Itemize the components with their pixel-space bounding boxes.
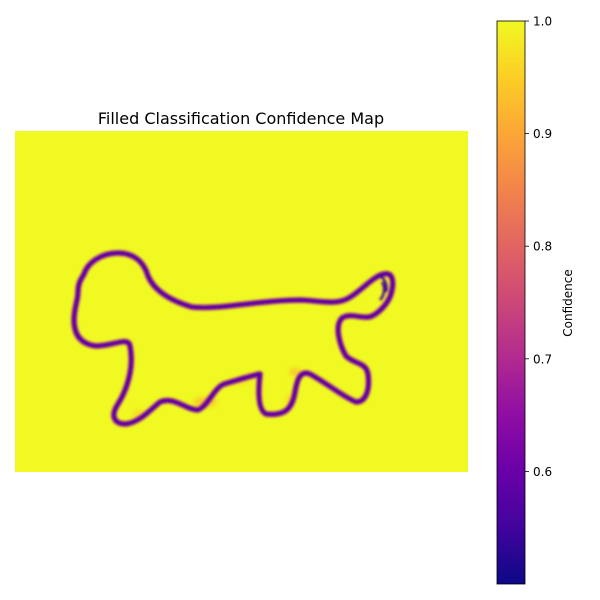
heatmap-background bbox=[15, 131, 468, 472]
colorbar: 1.0 0.9 0.8 0.7 0.6 Confidence bbox=[496, 15, 575, 585]
colorbar-tick-label: 0.7 bbox=[533, 352, 552, 366]
chart-title: Filled Classification Confidence Map bbox=[98, 109, 384, 128]
decision-boundary bbox=[71, 250, 396, 427]
colorbar-gradient bbox=[496, 20, 526, 585]
boundary-core bbox=[72, 251, 394, 426]
colorbar-ticks: 1.0 0.9 0.8 0.7 0.6 bbox=[525, 15, 552, 479]
tail-tuft bbox=[377, 272, 388, 301]
colorbar-label: Confidence bbox=[561, 269, 575, 336]
colorbar-tick-label: 0.6 bbox=[533, 465, 552, 479]
heatmap-area bbox=[15, 131, 468, 472]
haze-patch bbox=[289, 368, 301, 376]
colorbar-tick-label: 0.9 bbox=[533, 127, 552, 141]
colorbar-tick-label: 0.8 bbox=[533, 240, 552, 254]
colorbar-tick-label: 1.0 bbox=[533, 15, 552, 29]
